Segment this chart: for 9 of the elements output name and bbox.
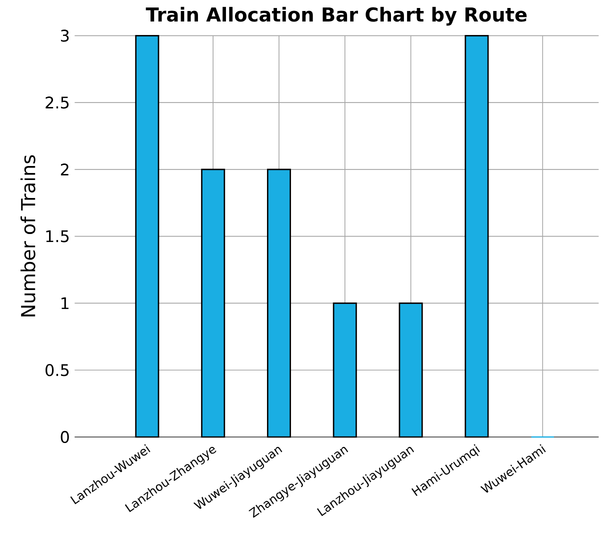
y-tick-label: 2.5: [46, 96, 69, 109]
y-tick-label: 3: [60, 30, 69, 42]
y-tick-label: 1.5: [46, 230, 69, 242]
chart-title: Train Allocation Bar Chart by Route: [146, 6, 527, 26]
y-tick-label: 0: [60, 430, 69, 444]
y-axis-title: Number of Trains: [20, 155, 36, 316]
y-tick-label: 2: [60, 164, 68, 176]
y-tick-label: 1: [62, 297, 68, 310]
y-tick-label: 0.5: [46, 364, 69, 376]
